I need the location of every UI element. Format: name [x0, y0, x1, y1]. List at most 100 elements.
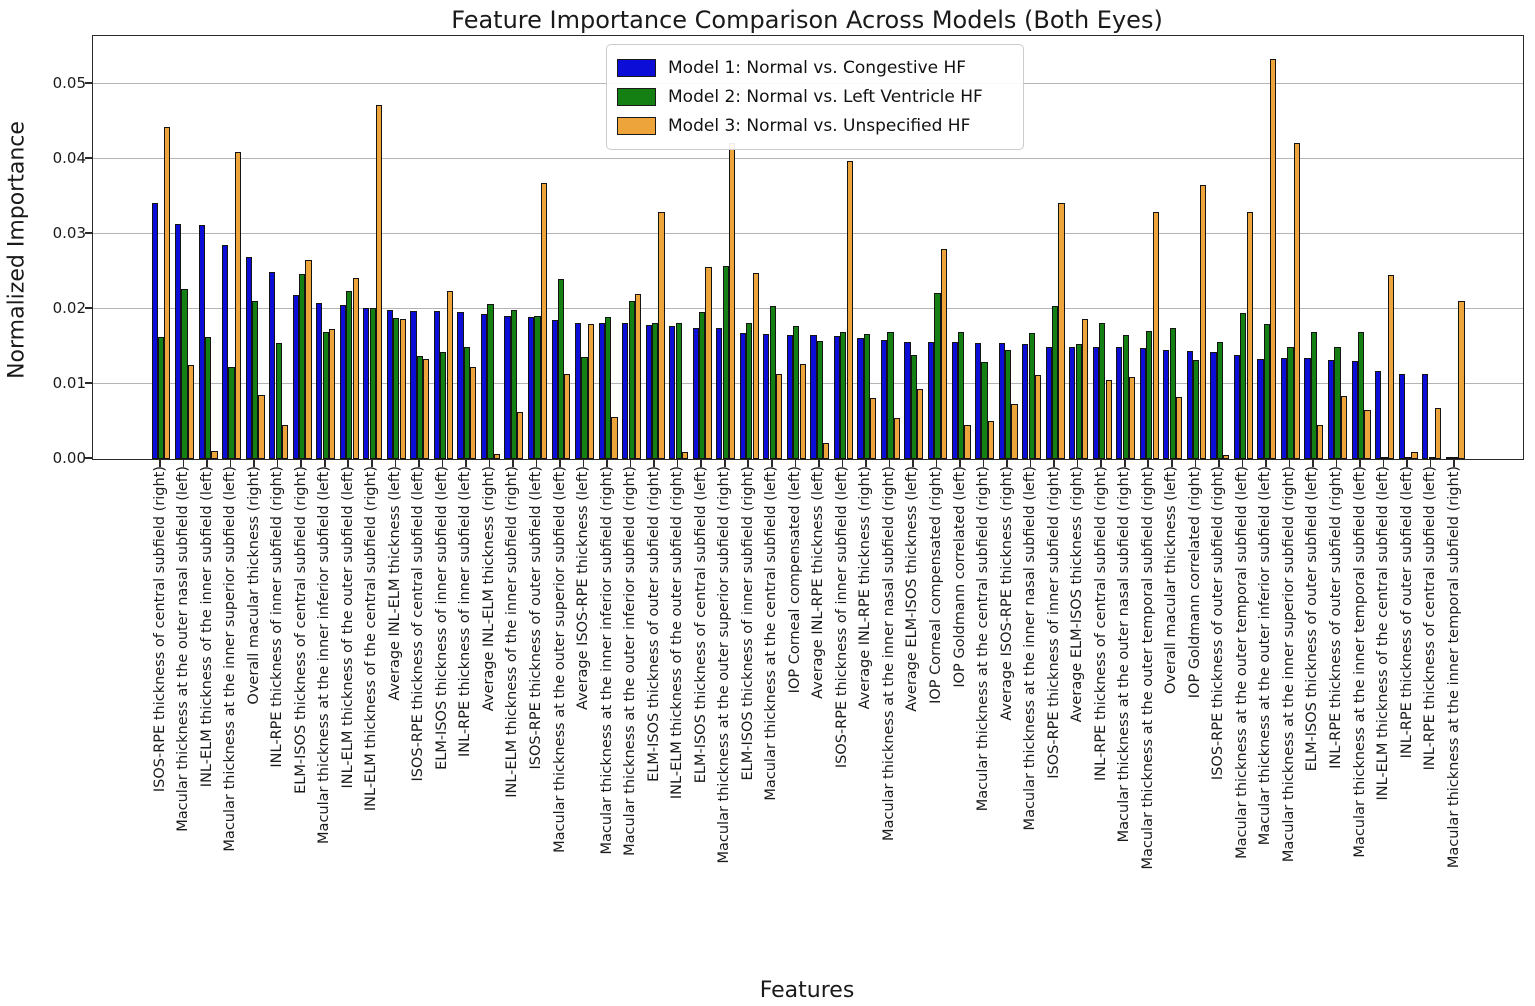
x-tick-mark: [206, 460, 208, 467]
bar: [440, 351, 447, 459]
bar: [1452, 457, 1459, 459]
x-tick-mark: [1312, 460, 1314, 467]
x-tick-mark: [1147, 460, 1150, 467]
bar: [329, 329, 336, 459]
gridline: [93, 232, 1523, 234]
bar: [551, 320, 558, 459]
bar: [316, 303, 323, 459]
bar: [675, 322, 682, 459]
bar: [423, 358, 430, 459]
bar: [645, 324, 652, 459]
bar: [910, 354, 918, 459]
y-tick-label: 0.02: [52, 299, 86, 317]
x-tick-label: Macular thickness at the outer inferior …: [1257, 466, 1274, 846]
bar: [463, 347, 470, 459]
bar: [1270, 59, 1277, 459]
bar: [211, 450, 218, 459]
x-tick-label: Average INL-ELM thickness (right): [480, 466, 497, 712]
x-tick-label: IOP Corneal compensated (left): [786, 466, 803, 694]
x-tick-mark: [347, 460, 350, 467]
legend-label-model1: Model 1: Normal vs. Congestive HF: [668, 57, 967, 78]
bar: [1257, 358, 1264, 459]
y-tick-label: 0.04: [52, 149, 86, 167]
bar: [1199, 184, 1206, 459]
y-tick-label: 0.01: [52, 374, 86, 392]
x-tick-label: Average INL-RPE thickness (right): [857, 466, 874, 710]
bar: [863, 333, 870, 459]
bar: [1092, 347, 1099, 459]
bar: [269, 271, 276, 459]
x-tick-label: Average ELM-ISOS thickness (right): [1069, 466, 1086, 723]
x-tick-label: INL-RPE thickness of outer subfield (lef…: [1398, 466, 1415, 759]
chart-title: Feature Importance Comparison Across Mod…: [451, 6, 1163, 34]
bar: [1411, 452, 1418, 459]
x-tick-label: Average ISOS-RPE thickness (left): [575, 466, 592, 710]
bar: [376, 105, 383, 459]
bar: [628, 300, 635, 459]
bar: [228, 366, 235, 459]
bar: [987, 420, 995, 459]
bar: [1223, 455, 1230, 459]
x-tick-label: ELM-ISOS thickness of central subfield (…: [692, 466, 709, 784]
x-tick-label: ISOS-RPE thickness of outer subfield (ri…: [1210, 466, 1227, 781]
bar: [175, 223, 182, 459]
bar: [957, 332, 965, 459]
bar: [857, 338, 864, 459]
y-tick-label: 0.03: [52, 224, 86, 242]
bar: [480, 314, 488, 459]
bar: [181, 288, 188, 459]
bar: [504, 315, 511, 459]
bar: [1287, 346, 1294, 459]
y-tick-label: 0.00: [52, 449, 86, 467]
bar: [887, 331, 894, 459]
x-tick-mark: [1406, 460, 1408, 467]
bar: [880, 339, 888, 459]
bar: [517, 411, 524, 459]
x-tick-label: INL-ELM thickness of the central subfiel…: [363, 466, 380, 812]
bar: [1304, 357, 1311, 459]
bar: [1011, 403, 1018, 459]
bar: [1034, 375, 1042, 459]
x-tick-mark: [1170, 460, 1173, 467]
x-tick-mark: [1218, 460, 1220, 467]
legend-swatch-model1-icon: [617, 58, 656, 77]
x-tick-label: ELM-ISOS thickness of central subfield (…: [292, 466, 309, 794]
bar: [1445, 456, 1452, 459]
x-tick-mark: [370, 460, 373, 467]
bar: [1058, 202, 1065, 459]
x-tick-mark: [1288, 460, 1291, 467]
bar: [846, 160, 853, 459]
bar: [433, 311, 441, 459]
x-tick-label: Overall macular thickness (left): [1163, 466, 1180, 694]
bar: [1099, 323, 1106, 459]
bar: [446, 291, 453, 459]
bar: [705, 267, 712, 459]
x-tick-label: ISOS-RPE thickness of central subfield (…: [410, 466, 427, 782]
x-tick-mark: [912, 460, 914, 467]
bar: [769, 306, 776, 459]
legend: Model 1: Normal vs. Congestive HF Model …: [606, 44, 1024, 150]
x-tick-label: Macular thickness at the inner inferior …: [316, 466, 333, 844]
x-tick-mark: [1241, 460, 1244, 467]
x-tick-mark: [982, 460, 985, 467]
gridline: [93, 307, 1523, 309]
x-tick-label: Macular thickness at the outer inferior …: [622, 466, 639, 856]
x-tick-label: INL-RPE thickness of central subfield (r…: [1092, 466, 1109, 781]
bar: [722, 266, 729, 459]
x-tick-mark: [653, 460, 655, 467]
bar: [587, 324, 595, 459]
legend-item-model2: Model 2: Normal vs. Left Ventricle HF: [617, 82, 1023, 111]
x-tick-label: Average ISOS-RPE thickness (right): [998, 466, 1015, 721]
bar: [1246, 211, 1253, 459]
bar: [1069, 347, 1076, 459]
bar: [292, 294, 299, 459]
y-tick-label: 0.05: [52, 74, 86, 92]
x-tick-mark: [794, 460, 797, 467]
bar: [1422, 374, 1429, 459]
bar: [692, 327, 699, 459]
bar: [339, 304, 346, 459]
bar: [981, 361, 988, 459]
legend-item-model3: Model 3: Normal vs. Unspecified HF: [617, 111, 1023, 140]
bar: [352, 277, 359, 459]
